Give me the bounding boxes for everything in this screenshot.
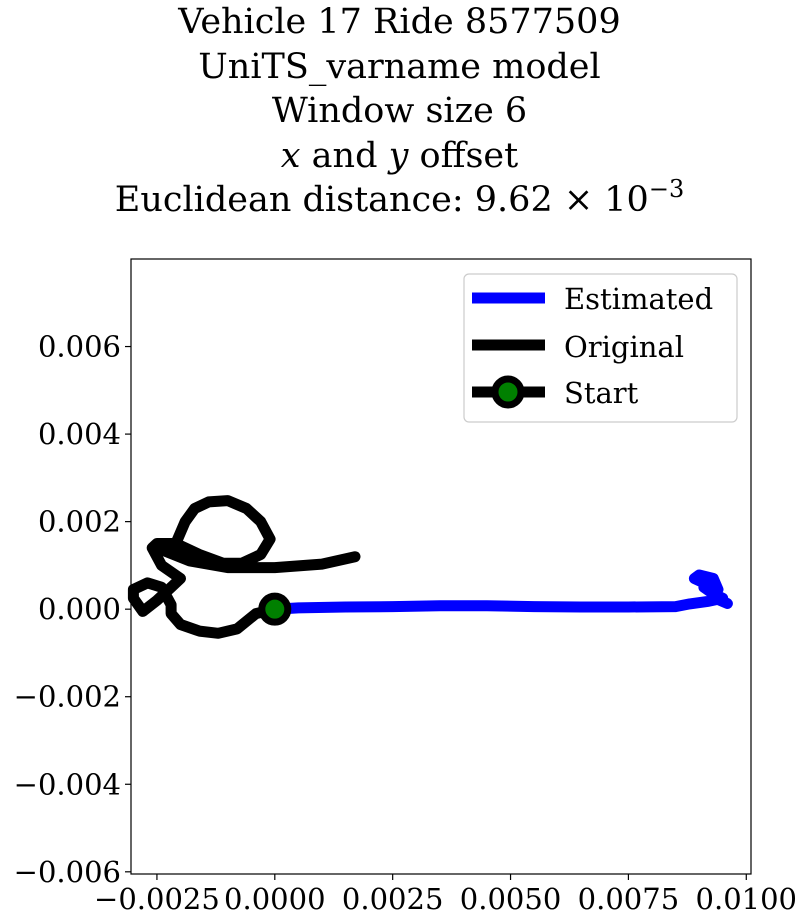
title-line-2: UniTS_varname model — [198, 46, 601, 87]
legend-start-marker — [491, 375, 525, 409]
start-marker — [258, 592, 292, 626]
legend: Estimated Original Start — [463, 273, 738, 423]
x-tick-label: 0.0075 — [578, 882, 679, 916]
chart-title: Vehicle 17 Ride 8577509 UniTS_varname mo… — [0, 0, 799, 223]
x-tick-label: 0.0000 — [224, 882, 325, 916]
x-tick-label: 0.0050 — [460, 882, 561, 916]
title-line-5: Euclidean distance: 9.62 × 10−3 — [0, 175, 799, 223]
legend-box — [463, 273, 738, 423]
title-line-1: Vehicle 17 Ride 8577509 — [178, 2, 621, 42]
legend-estimated-label: Estimated — [564, 282, 713, 316]
series-line-original — [127, 495, 361, 639]
title-line-3: Window size 6 — [271, 91, 528, 131]
y-tick-label: 0.000 — [38, 592, 121, 626]
y-tick-label: 0.002 — [38, 505, 121, 539]
title-distance-text: Euclidean distance: 9.62 × 10 — [114, 180, 649, 220]
series-layer — [127, 495, 733, 639]
y-tick-label: −0.006 — [14, 855, 121, 889]
y-tick-label: −0.002 — [14, 680, 121, 714]
title-y-symbol: y — [388, 135, 409, 176]
legend-start-label: Start — [564, 376, 639, 410]
title-and-word: and — [300, 135, 389, 176]
title-offset-word: offset — [408, 135, 519, 176]
x-tick-label: −0.0025 — [94, 882, 220, 916]
title-x-symbol: x — [280, 135, 301, 176]
y-tick-label: 0.006 — [38, 330, 121, 364]
x-tick-label: 0.0100 — [696, 882, 797, 916]
y-tick-label: 0.004 — [38, 417, 121, 451]
x-tick-label: 0.0025 — [342, 882, 443, 916]
plot-frame — [130, 258, 752, 875]
legend-original-label: Original — [564, 330, 684, 364]
series-line-estimated — [269, 569, 733, 615]
title-line-4: x and y offset — [0, 134, 799, 179]
title-distance-exponent: −3 — [648, 175, 685, 203]
y-tick-label: −0.004 — [14, 767, 121, 801]
ticks-layer: −0.0025 0.0000 0.0025 0.0050 0.0075 0.0100 0.0… — [14, 330, 797, 916]
